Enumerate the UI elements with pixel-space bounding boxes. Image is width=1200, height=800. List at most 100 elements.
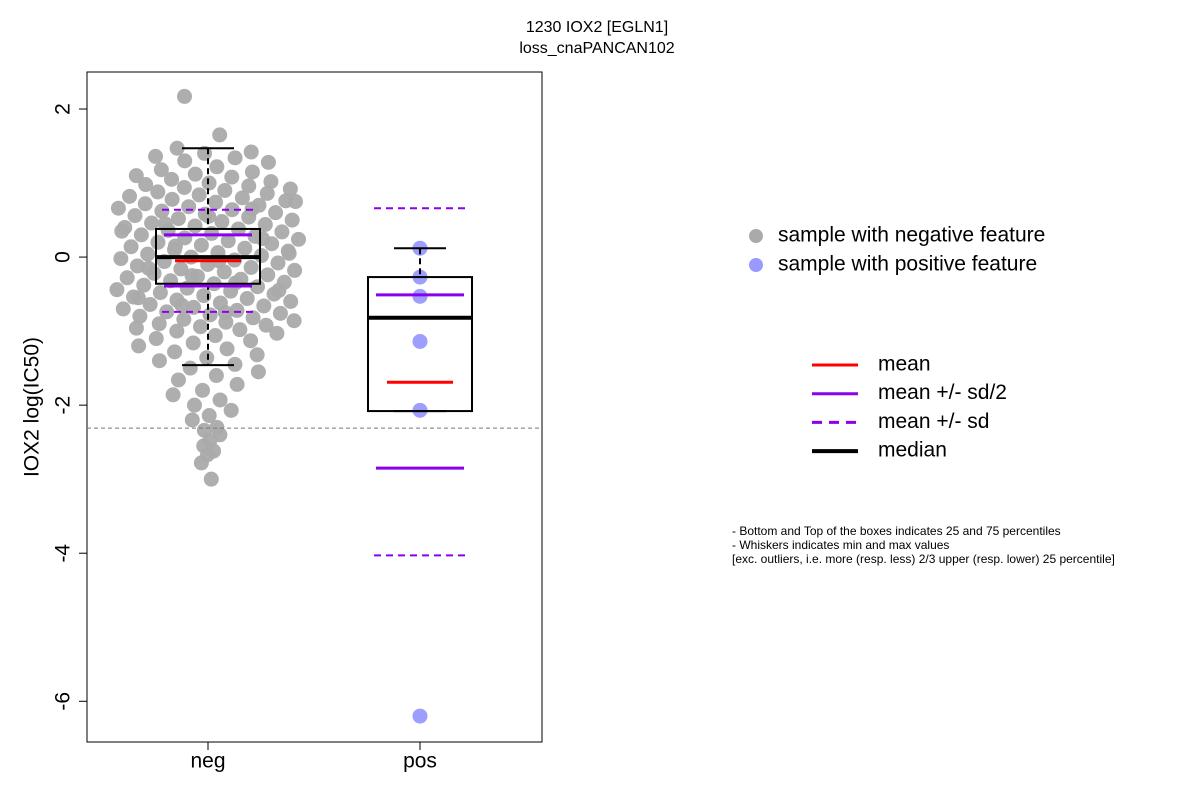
data-point bbox=[201, 408, 217, 424]
note: [exc. outliers, i.e. more (resp. less) 2… bbox=[732, 552, 1115, 566]
data-point bbox=[177, 88, 192, 104]
data-point bbox=[195, 382, 211, 398]
data-point bbox=[136, 277, 152, 293]
data-point bbox=[283, 294, 299, 310]
data-point bbox=[173, 261, 189, 277]
data-point bbox=[288, 194, 304, 210]
data-point bbox=[234, 190, 250, 206]
data-point bbox=[133, 227, 149, 243]
legend-label: mean bbox=[878, 353, 931, 376]
data-point bbox=[237, 240, 253, 256]
data-point bbox=[245, 310, 261, 326]
legend-label: mean +/- sd bbox=[878, 410, 989, 433]
data-point bbox=[187, 218, 203, 234]
data-point bbox=[260, 267, 276, 283]
data-point bbox=[259, 185, 275, 201]
plot-frame bbox=[86, 71, 543, 743]
data-point bbox=[164, 171, 180, 187]
legend-label: sample with positive feature bbox=[778, 253, 1037, 276]
data-point bbox=[150, 184, 166, 200]
data-point bbox=[113, 251, 129, 267]
data-point bbox=[286, 313, 302, 329]
data-point bbox=[153, 162, 169, 178]
data-point bbox=[219, 341, 235, 357]
y-tick-label: -6 bbox=[52, 692, 75, 711]
data-point bbox=[140, 246, 156, 262]
data-point bbox=[229, 302, 245, 318]
data-point bbox=[208, 368, 224, 384]
data-point bbox=[224, 169, 240, 185]
data-point bbox=[174, 297, 190, 313]
box bbox=[367, 276, 473, 413]
data-point bbox=[260, 154, 276, 170]
data-point bbox=[132, 308, 148, 324]
data-point bbox=[167, 344, 183, 360]
data-point bbox=[229, 376, 245, 392]
data-point bbox=[170, 372, 186, 388]
data-point bbox=[254, 231, 270, 247]
data-point bbox=[209, 159, 225, 175]
data-point bbox=[185, 335, 201, 351]
data-point bbox=[148, 148, 164, 164]
data-point bbox=[287, 262, 303, 278]
data-point bbox=[150, 234, 166, 250]
data-point bbox=[128, 168, 144, 184]
data-point bbox=[270, 255, 286, 271]
data-point bbox=[137, 196, 153, 212]
data-point bbox=[220, 233, 236, 249]
data-point bbox=[243, 259, 259, 275]
data-point bbox=[196, 288, 212, 304]
data-point bbox=[224, 202, 240, 218]
data-point bbox=[263, 174, 279, 190]
data-point bbox=[268, 205, 284, 221]
data-point bbox=[412, 333, 428, 349]
data-point bbox=[192, 319, 208, 335]
data-point bbox=[119, 270, 135, 286]
data-point bbox=[138, 177, 154, 193]
y-tick-label: 0 bbox=[52, 251, 75, 263]
data-point bbox=[151, 316, 167, 332]
data-point bbox=[177, 153, 193, 169]
note: - Whiskers indicates min and max values bbox=[732, 538, 949, 552]
data-point bbox=[256, 298, 272, 314]
chart-subtitle: loss_cnaPANCAN102 bbox=[519, 40, 674, 57]
legend-label: sample with negative feature bbox=[778, 224, 1045, 247]
data-point bbox=[243, 144, 259, 160]
data-point bbox=[186, 397, 202, 413]
data-point bbox=[227, 150, 243, 166]
y-tick-label: 2 bbox=[52, 103, 75, 115]
note: - Bottom and Top of the boxes indicates … bbox=[732, 524, 1061, 538]
data-point bbox=[249, 279, 265, 295]
x-tick-label: pos bbox=[403, 750, 437, 773]
data-point bbox=[127, 208, 143, 224]
data-point bbox=[291, 231, 307, 247]
data-point bbox=[201, 175, 217, 191]
data-point bbox=[216, 264, 232, 280]
data-point bbox=[274, 224, 290, 240]
data-point bbox=[282, 181, 298, 197]
data-point bbox=[181, 199, 197, 215]
data-point bbox=[169, 140, 185, 156]
data-point bbox=[193, 237, 209, 253]
legend-label: median bbox=[878, 439, 947, 462]
data-point bbox=[207, 328, 223, 344]
data-point bbox=[142, 296, 158, 312]
y-axis-label: IOX2 log(IC50) bbox=[21, 337, 44, 477]
data-point bbox=[141, 260, 157, 276]
data-point bbox=[281, 245, 297, 261]
data-point bbox=[191, 187, 207, 203]
data-point bbox=[239, 291, 255, 307]
data-point bbox=[169, 323, 185, 339]
data-point bbox=[176, 311, 192, 327]
data-point bbox=[208, 194, 224, 210]
data-point bbox=[243, 333, 259, 349]
data-point bbox=[182, 360, 198, 376]
legend-label: mean +/- sd/2 bbox=[878, 381, 1007, 404]
data-point bbox=[223, 402, 239, 418]
data-point bbox=[272, 305, 288, 321]
data-point bbox=[269, 325, 285, 341]
data-point bbox=[187, 166, 203, 182]
data-point bbox=[154, 203, 170, 219]
data-point bbox=[258, 317, 274, 333]
data-point bbox=[257, 217, 273, 233]
